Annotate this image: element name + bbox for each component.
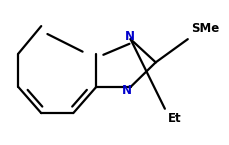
Text: N: N — [122, 84, 132, 97]
Text: SMe: SMe — [191, 22, 219, 36]
Text: N: N — [124, 30, 134, 44]
Text: Et: Et — [168, 112, 182, 125]
